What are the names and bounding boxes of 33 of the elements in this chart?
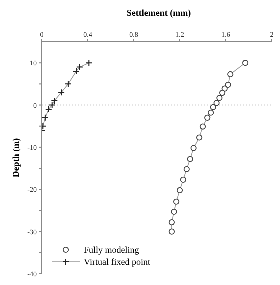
point [48,102,56,109]
point [176,187,184,194]
point [73,68,80,76]
point [220,90,226,96]
point [210,104,216,110]
point [58,89,66,96]
point [171,208,178,216]
point [42,114,49,122]
point [214,100,220,106]
point [228,71,234,78]
point [184,166,190,172]
point [190,145,197,152]
point [216,95,223,102]
point [51,98,58,105]
legend-label: Fully modeling [84,245,140,255]
point [242,60,249,66]
point [208,110,214,116]
point [64,80,72,88]
point [200,124,206,130]
point [180,176,186,183]
point [204,114,211,121]
point [196,134,203,141]
point [225,82,232,88]
point [168,228,175,235]
x-axis-title: Settlement (mm) [126,8,192,20]
point [76,64,84,71]
point [45,106,52,113]
point [86,60,93,67]
point [187,156,194,162]
legend-label: Virtual fixed point [84,257,150,267]
point [168,219,175,226]
point [174,198,180,205]
y-axis-title: Depth (m) [11,138,22,178]
